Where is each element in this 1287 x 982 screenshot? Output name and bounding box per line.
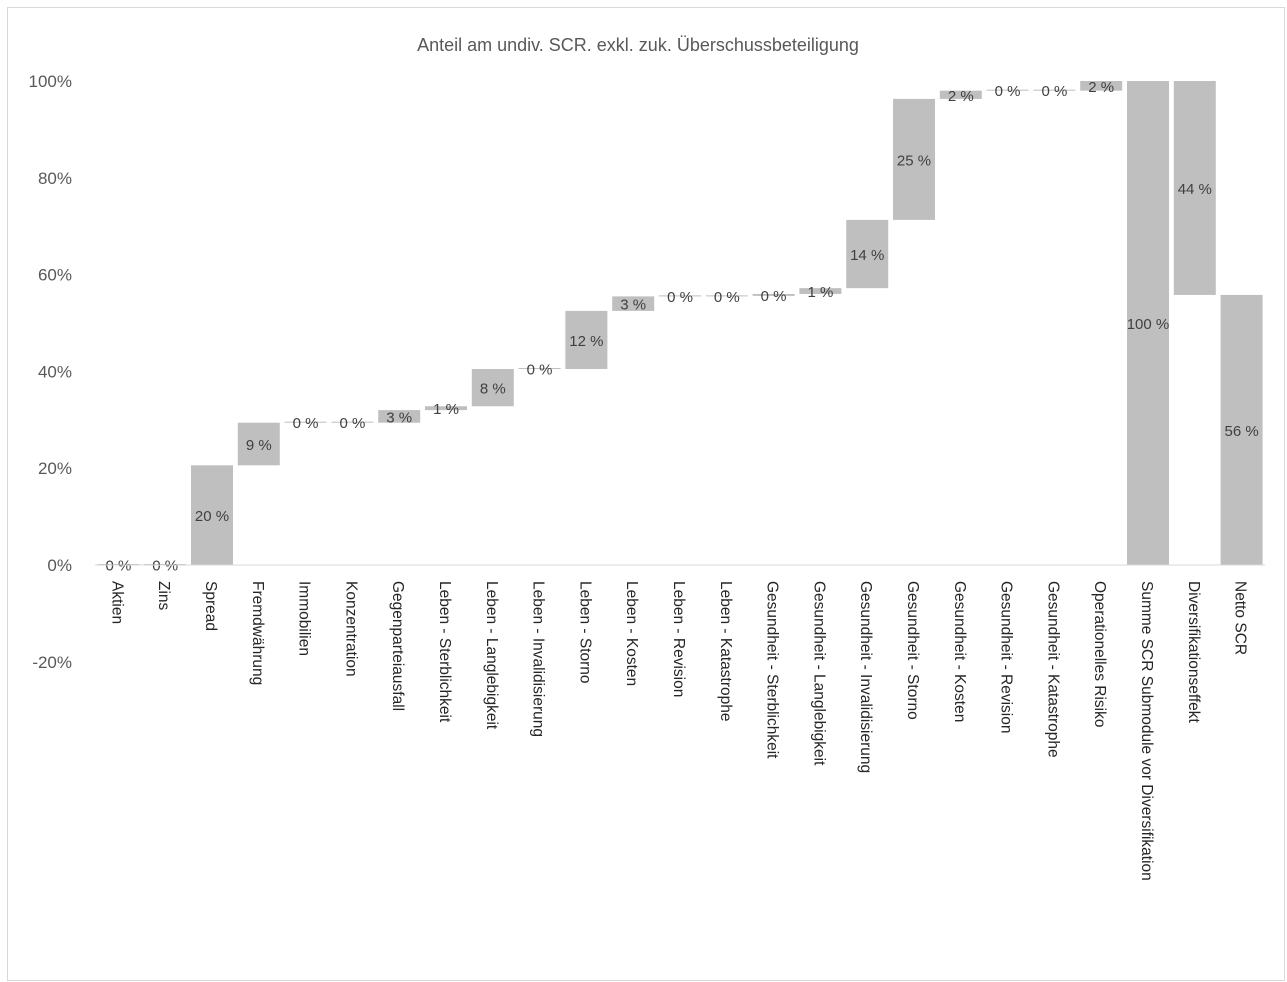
y-tick-label: 80% [38, 169, 72, 188]
x-tick-label: Leben - Sterblichkeit [436, 581, 453, 723]
bar [1080, 81, 1123, 91]
data-label: 14 % [850, 247, 884, 264]
data-label: 25 % [897, 152, 931, 169]
bar [799, 288, 842, 294]
data-label: 44 % [1178, 181, 1212, 198]
data-label: 0 % [339, 415, 365, 432]
bar [705, 295, 748, 297]
x-tick-label: Leben - Revision [670, 581, 687, 697]
chart-title: Anteil am undiv. SCR. exkl. zuk. Übersch… [417, 35, 859, 55]
bar [191, 465, 233, 565]
data-label: 1 % [433, 401, 459, 418]
bar [565, 310, 608, 369]
x-tick-label: Gesundheit - Sterblichkeit [764, 581, 781, 759]
bar [237, 422, 280, 466]
data-label: 0 % [105, 558, 131, 575]
bar [986, 89, 1029, 91]
data-label: 0 % [761, 288, 787, 305]
x-tick-label: Aktien [108, 581, 125, 624]
x-tick-label: Gesundheit - Revision [998, 581, 1015, 734]
data-label: 56 % [1224, 423, 1258, 440]
x-tick-label: Gesundheit - Katastrophe [1044, 581, 1061, 758]
x-axis: Aktien Zins Spread Fremdwährung Immobilien Ko… [95, 564, 1265, 881]
data-label: 0 % [152, 558, 178, 575]
data-label: 8 % [480, 381, 506, 398]
x-tick-label: Gesundheit - Invalidisierung [857, 581, 874, 773]
data-label: 0 % [293, 415, 319, 432]
data-label: 20 % [195, 508, 229, 525]
bar [1220, 294, 1263, 565]
x-tick-label: Netto SCR [1232, 581, 1249, 655]
data-label: 0 % [1041, 83, 1067, 100]
y-tick-label: -20% [32, 653, 72, 672]
bar [659, 295, 701, 297]
x-tick-label: Gesundheit - Storno [904, 581, 921, 720]
data-label: 0 % [527, 361, 553, 378]
x-tick-label: Operationelles Risiko [1091, 581, 1108, 727]
x-tick-label: Leben - Langlebigkeit [483, 581, 500, 730]
bar [939, 90, 982, 99]
waterfall-chart: Anteil am undiv. SCR. exkl. zuk. Übersch… [29, 35, 1265, 881]
x-tick-label: Summe SCR Submodule vor Diversifikation [1138, 581, 1155, 881]
data-labels: 0 % 0 % 20 % 9 % 0 % 0 % 3 % 1 % 8 % 0 % 12 % 3 % 0 … [105, 79, 1258, 575]
x-tick-label: Diversifikationseffekt [1185, 581, 1202, 724]
x-tick-label: Immobilien [296, 581, 313, 656]
data-label: 0 % [714, 289, 740, 306]
x-tick-label: Gegenparteiausfall [389, 581, 406, 711]
bar [284, 421, 327, 423]
y-tick-label: 20% [38, 459, 72, 478]
data-label: 9 % [246, 437, 272, 454]
x-tick-label: Leben - Storno [576, 581, 593, 684]
y-tick-label: 40% [38, 362, 72, 381]
data-label: 100 % [1127, 316, 1170, 333]
y-tick-label: 0% [47, 556, 72, 575]
chart-frame: Anteil am undiv. SCR. exkl. zuk. Übersch… [7, 7, 1285, 981]
y-axis: -20% 0% 20% 40% 60% 80% 100% [29, 72, 72, 672]
x-tick-label: Gesundheit - Kosten [951, 581, 968, 722]
data-label: 2 % [948, 88, 974, 105]
x-tick-label: Leben - Kosten [623, 581, 640, 686]
data-label: 12 % [569, 333, 603, 350]
bar [378, 410, 421, 423]
bars [97, 81, 1263, 565]
data-label: 1 % [807, 284, 833, 301]
bar [612, 296, 655, 311]
bar [331, 421, 374, 423]
data-label: 0 % [667, 289, 693, 306]
bar [1127, 81, 1169, 565]
bar [893, 98, 935, 220]
x-tick-label: Spread [202, 581, 219, 631]
data-label: 2 % [1088, 79, 1114, 96]
bar [1173, 81, 1216, 295]
x-tick-label: Gesundheit - Langlebigkeit [810, 581, 827, 766]
x-tick-label: Fremdwährung [249, 581, 266, 685]
bar [471, 368, 514, 407]
bar [846, 219, 889, 289]
data-label: 0 % [995, 83, 1021, 100]
x-tick-label: Leben - Katastrophe [717, 581, 734, 721]
y-tick-label: 60% [38, 266, 72, 285]
data-label: 3 % [386, 409, 412, 426]
x-tick-label: Konzentration [342, 581, 359, 677]
bar [1033, 89, 1076, 91]
bar [752, 293, 795, 296]
bar [425, 406, 467, 411]
x-tick-label: Zins [155, 581, 172, 611]
y-tick-label: 100% [29, 72, 72, 91]
data-label: 3 % [620, 297, 646, 314]
x-tick-label: Leben - Invalidisierung [530, 581, 547, 737]
bar [518, 367, 561, 369]
